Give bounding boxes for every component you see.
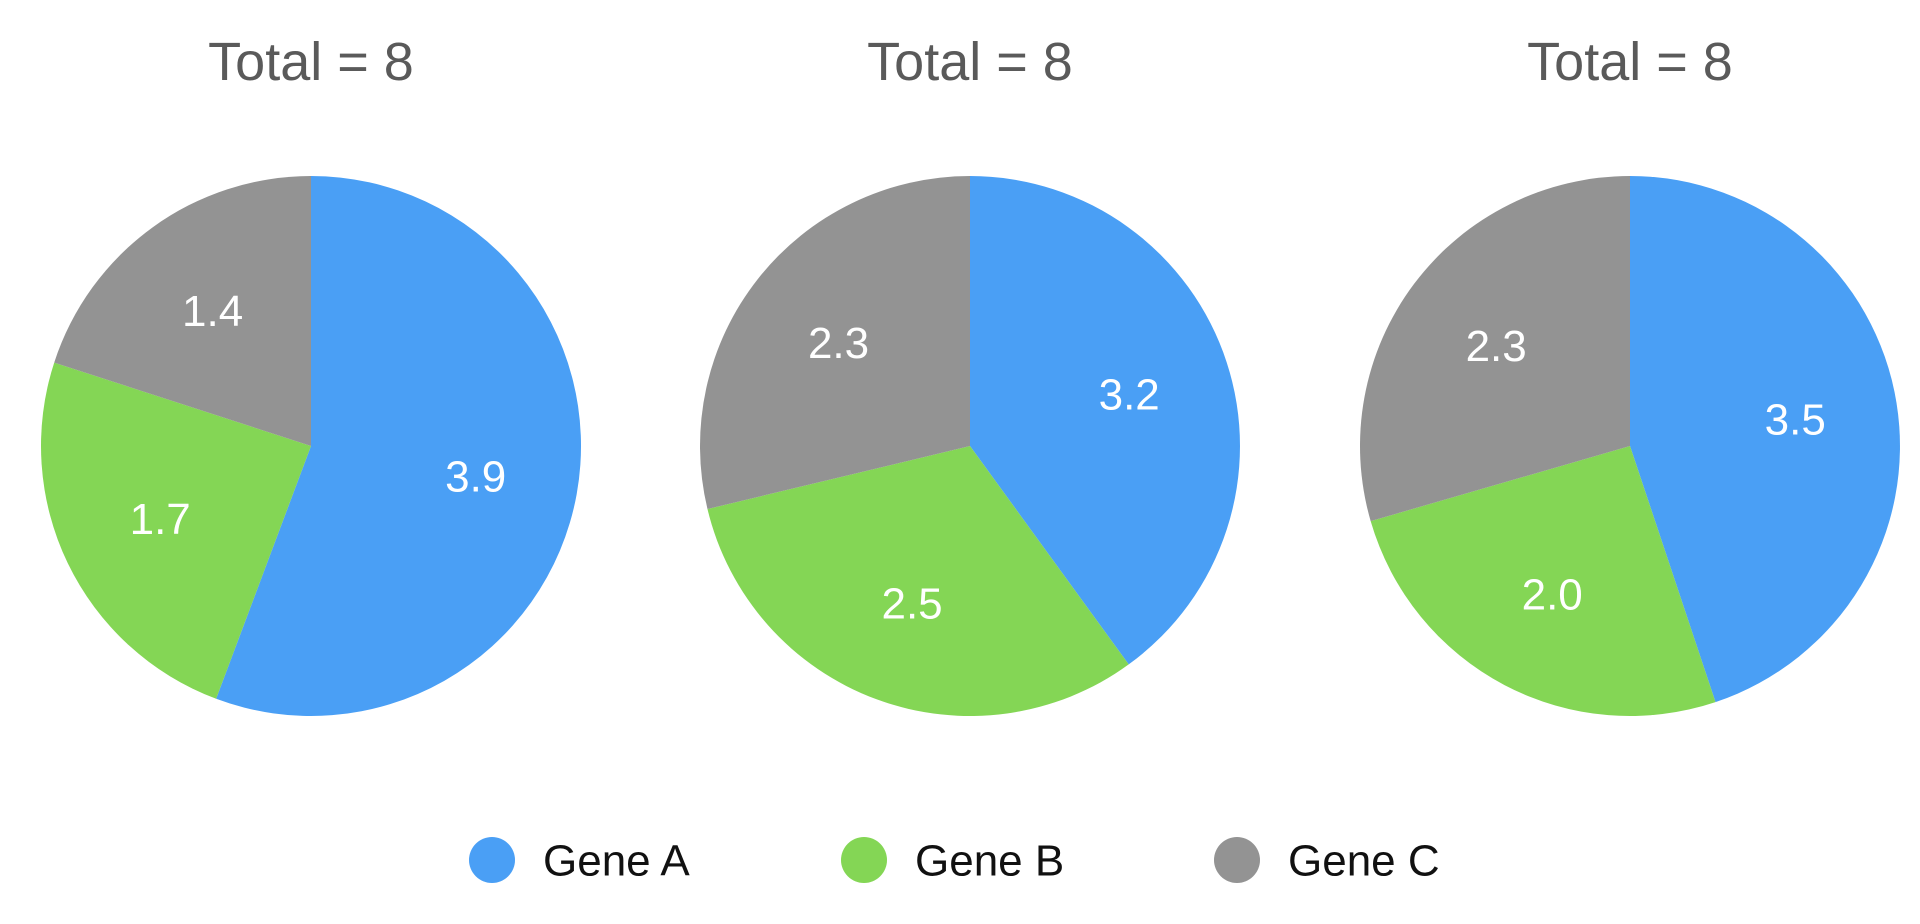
slice-value-label: 2.0 bbox=[1522, 571, 1583, 620]
legend-label: Gene A bbox=[543, 836, 690, 885]
slice-value-label: 3.2 bbox=[1099, 371, 1160, 420]
pie-slice-gene-c bbox=[54, 176, 312, 446]
legend-label: Gene C bbox=[1288, 836, 1440, 885]
pie-slice-gene-a bbox=[216, 176, 582, 716]
legend-label: Gene B bbox=[915, 836, 1064, 885]
pie-slice-gene-c bbox=[1359, 176, 1630, 522]
pie-slice-gene-a bbox=[1630, 176, 1900, 703]
slice-value-label: 1.4 bbox=[182, 287, 243, 336]
pie-slice-gene-b bbox=[707, 446, 1129, 716]
pie-chart-3: Total = 8 3.5 2.0 2.3 bbox=[1359, 32, 1900, 716]
pie-slice-gene-a bbox=[970, 176, 1240, 665]
slice-value-label: 2.3 bbox=[1466, 322, 1527, 371]
legend-item-gene-a: Gene A bbox=[469, 836, 690, 885]
pie-slice-gene-b bbox=[1370, 446, 1716, 716]
slice-value-label: 2.3 bbox=[808, 319, 869, 368]
pie-title: Total = 8 bbox=[867, 32, 1073, 92]
slice-value-label: 3.5 bbox=[1765, 396, 1826, 445]
pie-slice-gene-b bbox=[40, 362, 311, 699]
legend: Gene A Gene B Gene C bbox=[469, 836, 1440, 885]
pie-chart-2: Total = 8 3.2 2.5 2.3 bbox=[700, 32, 1240, 716]
legend-item-gene-b: Gene B bbox=[841, 836, 1064, 885]
legend-swatch bbox=[469, 837, 515, 883]
legend-swatch bbox=[841, 837, 887, 883]
pie-chart-1: Total = 8 3.9 1.7 1.4 bbox=[40, 32, 582, 716]
pie-title: Total = 8 bbox=[1527, 32, 1733, 92]
pie-title: Total = 8 bbox=[208, 32, 414, 92]
legend-item-gene-c: Gene C bbox=[1214, 836, 1440, 885]
slice-value-label: 2.5 bbox=[881, 579, 942, 628]
pie-slice-gene-c bbox=[700, 176, 970, 510]
slice-value-label: 1.7 bbox=[130, 495, 191, 544]
legend-swatch bbox=[1214, 837, 1260, 883]
slice-value-label: 3.9 bbox=[445, 452, 506, 501]
